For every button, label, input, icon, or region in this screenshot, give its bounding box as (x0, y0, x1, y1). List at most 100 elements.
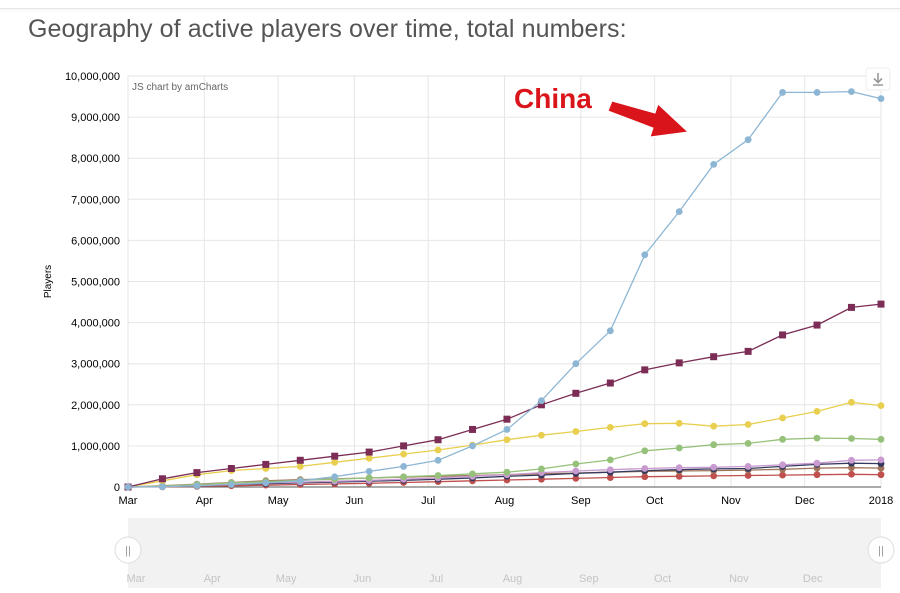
data-point (365, 448, 373, 456)
data-point (675, 359, 683, 367)
data-point (572, 467, 580, 475)
data-point (538, 431, 545, 439)
data-point (606, 466, 614, 474)
data-point (469, 425, 477, 433)
scrollbar-tick-label: Apr (204, 573, 221, 585)
data-point (848, 456, 855, 464)
data-point (675, 464, 683, 472)
scrollbar-tick-label: Jul (429, 573, 443, 585)
x-axis-ticks: Mar Apr May Jun Jul Aug Sep Oct Nov Dec 2018 (119, 495, 894, 507)
data-point (779, 461, 786, 469)
page-title: Geography of active players over time, t… (28, 15, 627, 43)
svg-text:||: || (878, 545, 884, 557)
scrollbar-tick-label: Oct (654, 573, 671, 585)
data-point (641, 447, 649, 455)
x-tick-label: Jul (421, 495, 435, 507)
data-point (641, 251, 649, 259)
data-point (434, 472, 442, 479)
data-point (572, 428, 580, 435)
data-point (779, 331, 787, 339)
data-point (262, 460, 270, 468)
svg-text:||: || (125, 545, 131, 557)
x-tick-label: Dec (795, 495, 815, 507)
data-point (469, 470, 476, 478)
data-point (331, 458, 339, 466)
data-point (848, 435, 855, 442)
y-tick-label: 8,000,000 (71, 153, 120, 165)
data-point (779, 435, 786, 443)
x-tick-label: Sep (571, 495, 591, 507)
top-divider (0, 0, 900, 9)
data-point (400, 450, 408, 458)
data-point (813, 434, 821, 442)
download-icon[interactable] (865, 67, 891, 91)
x-tick-label: Mar (119, 495, 138, 507)
data-point (469, 442, 476, 450)
data-point (813, 89, 821, 96)
data-point (848, 88, 855, 96)
data-point (710, 463, 718, 471)
data-point (641, 473, 649, 481)
data-point (400, 442, 408, 450)
data-point (848, 470, 855, 478)
data-point (365, 467, 373, 475)
scrollbar-track (128, 518, 881, 588)
data-point (365, 454, 373, 462)
y-tick-label: 1,000,000 (71, 441, 120, 453)
series-lines (124, 88, 885, 491)
data-point (744, 463, 752, 470)
series-1 (124, 300, 885, 491)
y-tick-label: 2,000,000 (71, 400, 120, 412)
data-point (877, 456, 885, 464)
data-point (779, 89, 786, 96)
data-point (503, 436, 511, 444)
scrollbar-tick-label: Jun (354, 573, 372, 585)
data-point (877, 471, 885, 479)
data-point (331, 473, 339, 481)
data-point (606, 327, 614, 335)
data-point (675, 419, 683, 427)
data-point (710, 472, 718, 480)
scrollbar-left-handle[interactable]: || (114, 536, 142, 564)
data-point (365, 474, 373, 482)
grid-lines (127, 75, 882, 488)
scrollbar-ticks: Mar Apr May Jun Jul Aug Sep Oct Nov Dec (127, 573, 823, 585)
chart-credit[interactable]: JS chart by amCharts (132, 82, 228, 93)
data-point (675, 208, 683, 216)
data-point (296, 463, 304, 470)
data-point (813, 471, 821, 479)
data-point (400, 463, 408, 470)
data-point (877, 435, 885, 443)
data-point (675, 472, 683, 480)
data-point (296, 456, 304, 464)
y-axis-ticks: 0 1,000,000 2,000,000 3,000,000 4,000,000 5,0… (65, 71, 120, 494)
y-tick-label: 4,000,000 (71, 318, 120, 330)
data-point (158, 475, 166, 483)
scrollbar-tick-label: Nov (729, 573, 749, 585)
y-tick-label: 5,000,000 (71, 277, 120, 289)
data-point (159, 483, 166, 490)
data-point (779, 471, 786, 479)
chart-scrollbar[interactable]: Mar Apr May Jun Jul Aug Sep Oct Nov Dec || || (114, 518, 895, 588)
x-tick-label: Oct (646, 495, 663, 507)
data-point (744, 440, 752, 447)
data-point (434, 456, 442, 464)
data-point (124, 483, 132, 491)
data-point (710, 353, 718, 361)
x-tick-label: 2018 (869, 495, 893, 507)
scrollbar-right-handle[interactable]: || (867, 536, 895, 564)
data-point (572, 389, 580, 397)
x-tick-label: Nov (721, 495, 741, 507)
data-point (877, 300, 885, 308)
data-point (744, 472, 752, 479)
data-point (641, 366, 649, 374)
data-point (744, 136, 752, 144)
data-point (848, 398, 855, 406)
data-point (675, 444, 683, 452)
scrollbar-tick-label: Sep (579, 573, 599, 585)
data-point (434, 436, 442, 444)
data-point (847, 303, 855, 311)
data-point (572, 460, 580, 468)
scrollbar-tick-label: Aug (503, 573, 523, 585)
data-point (331, 452, 339, 460)
